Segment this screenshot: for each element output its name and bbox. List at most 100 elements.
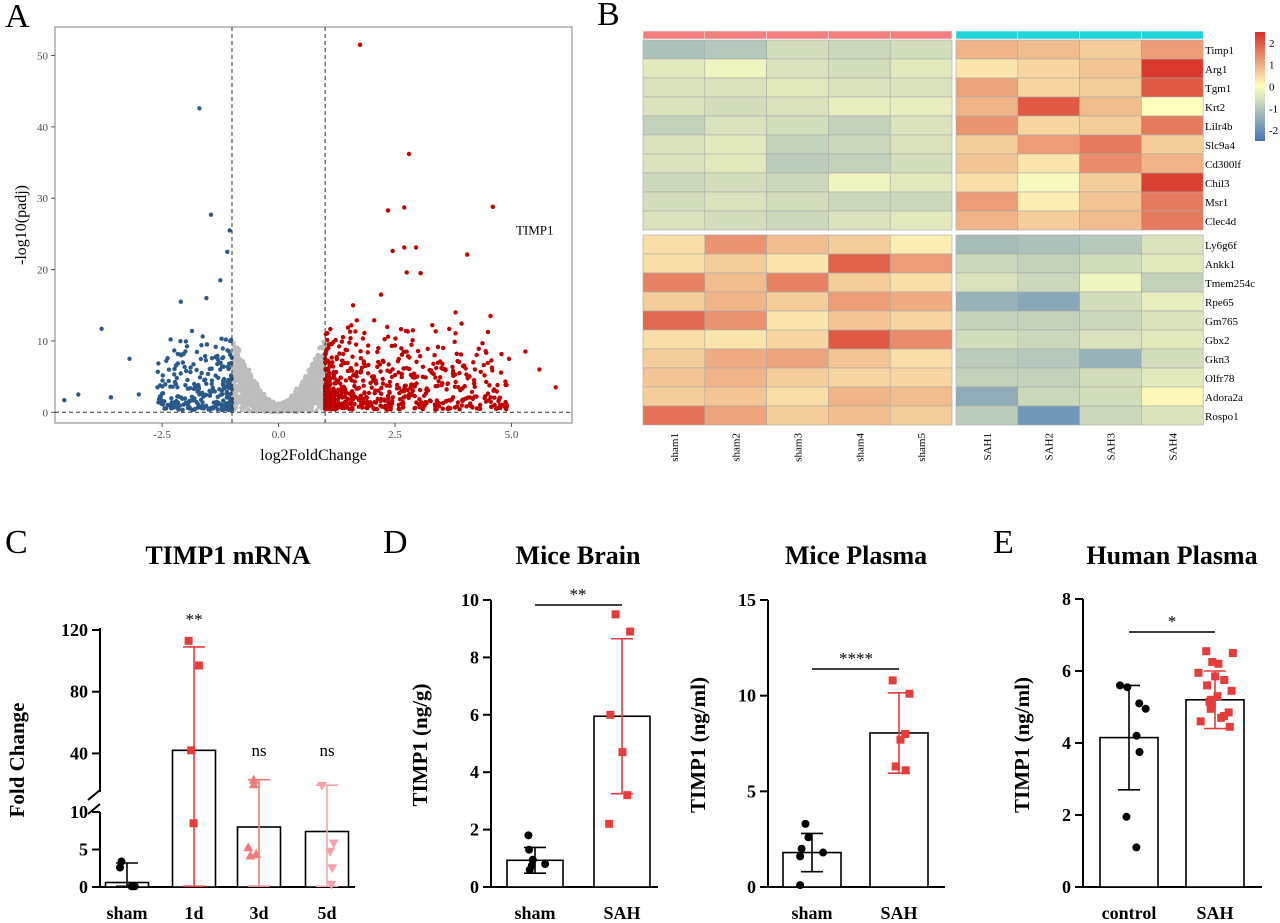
scatter-point: [393, 336, 398, 341]
heatmap-cell: [642, 191, 706, 212]
scatter-point: [196, 386, 201, 391]
scatter-point: [235, 357, 240, 363]
scatter-point: [325, 337, 330, 343]
scatter-point: [402, 383, 408, 389]
heatmap-cell: [1141, 96, 1204, 117]
scatter-point: [362, 390, 367, 395]
scatter-point: [324, 347, 330, 352]
data-point: [248, 779, 259, 789]
heatmap-cell: [828, 234, 891, 255]
heatmap-cell: [1141, 134, 1204, 155]
heatmap-cell: [704, 272, 767, 293]
scatter-point: [395, 382, 400, 388]
heatmap-cell: [828, 77, 891, 98]
data-point: [127, 882, 136, 891]
heatmap-cell: [704, 329, 767, 350]
heatmap-cell: [704, 386, 767, 407]
scatter-point: [420, 374, 426, 379]
scatter-point: [330, 406, 335, 412]
scatter-point: [209, 381, 214, 387]
heatmap-cell: [1017, 58, 1080, 79]
scatter-point: [282, 405, 287, 410]
scatter-point: [317, 346, 322, 351]
scatter-point: [453, 331, 458, 336]
scatter-point: [480, 341, 485, 346]
heatmap-cell: [828, 405, 891, 426]
scatter-point: [302, 379, 307, 385]
scatter-point: [166, 378, 171, 384]
heatmap-cell: [704, 210, 767, 231]
heatmap-cell: [955, 134, 1019, 155]
scatter-point: [323, 367, 328, 372]
scatter-point: [400, 405, 406, 410]
scatter-point: [456, 385, 461, 390]
scatter-point: [332, 396, 337, 402]
heatmap-cell: [704, 191, 767, 212]
y-tick-label: 6: [470, 705, 479, 725]
row-label: Adora2a: [1205, 392, 1243, 404]
row-label: Gm765: [1205, 316, 1239, 328]
data-point: [327, 864, 338, 874]
data-point: [1132, 731, 1141, 740]
scatter-point: [271, 404, 276, 410]
heatmap-cell: [955, 386, 1019, 407]
scatter-point: [202, 354, 208, 359]
scatter-point: [392, 343, 398, 348]
scatter-point: [399, 374, 404, 380]
scatter-point: [294, 386, 299, 391]
scatter-point: [343, 404, 348, 409]
row-label: Gkn3: [1205, 354, 1230, 366]
data-point: [801, 819, 810, 828]
panel-letter: A: [5, 0, 30, 35]
scatter-point: [217, 387, 222, 392]
scatter-point: [457, 407, 462, 412]
scatter-point: [369, 385, 374, 390]
colorbar-tick-label: -2: [1269, 125, 1278, 137]
scatter-point: [225, 249, 230, 254]
scatter-point: [221, 398, 226, 403]
scatter-point: [209, 378, 215, 383]
scatter-point: [396, 356, 401, 362]
data-point: [1206, 704, 1215, 713]
scatter-point: [425, 346, 430, 351]
y-axis-title: TIMP1 (ng/ml): [686, 677, 710, 813]
scatter-point: [465, 376, 470, 381]
scatter-point: [438, 375, 443, 380]
plot-title: Human Plasma: [1086, 541, 1257, 570]
scatter-point: [504, 406, 509, 412]
scatter-point: [349, 323, 354, 328]
heatmap-cell: [766, 253, 829, 274]
scatter-point: [427, 367, 432, 373]
panel-letter: B: [597, 0, 620, 33]
scatter-point: [174, 375, 179, 381]
scatter-point: [194, 349, 200, 355]
scatter-point: [194, 367, 199, 373]
scatter-point: [350, 354, 355, 359]
scatter-point: [484, 379, 489, 385]
data-point: [184, 636, 193, 645]
scatter-point: [306, 368, 311, 373]
scatter-point: [440, 406, 445, 411]
heatmap-cell: [642, 348, 706, 369]
scatter-point: [375, 349, 380, 355]
scatter-point: [308, 402, 314, 407]
scatter-point: [485, 360, 490, 366]
heatmap-cell: [766, 329, 829, 350]
scatter-point: [232, 390, 237, 395]
scatter-point: [440, 400, 446, 406]
scatter-point: [371, 374, 377, 379]
y-tick-label: 10: [37, 336, 49, 348]
axis-break-mark: [87, 803, 101, 815]
scatter-point: [244, 378, 249, 383]
scatter-point: [239, 405, 244, 410]
scatter-point: [401, 349, 406, 355]
y-tick-label: 6: [1062, 661, 1071, 681]
scatter-point: [223, 401, 228, 406]
category-label: 5d: [317, 903, 336, 923]
scatter-point: [332, 376, 337, 381]
scatter-point: [160, 378, 165, 383]
y-tick-label: 4: [1062, 733, 1071, 753]
scatter-point: [169, 396, 174, 401]
data-point: [1208, 658, 1217, 666]
scatter-point: [405, 388, 410, 393]
